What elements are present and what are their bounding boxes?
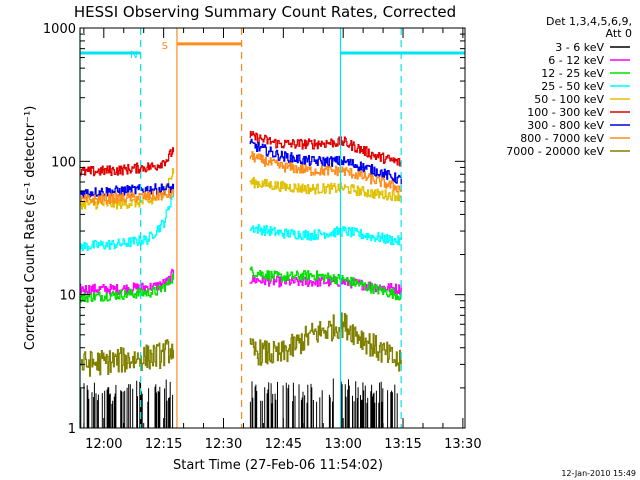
x-tick-label: 13:00 [324,437,361,452]
x-tick-label: 12:30 [205,437,242,452]
x-tick-label: 12:45 [265,437,302,452]
x-tick-label: 12:15 [145,437,182,452]
legend-label-300-800-kev: 300 - 800 keV [527,119,604,132]
instrument-flags: NS [80,41,465,61]
x-axis-title: Start Time (27-Feb-06 11:54:02) [173,458,383,473]
series-3-6-kev-segment-1 [80,379,174,428]
y-axis-title: Corrected Count Rate (s⁻¹ detector⁻¹) [23,106,38,351]
series-25-50-kev-segment-1 [80,187,175,252]
y-axis: 1 10 100 1000 [43,22,465,437]
x-tick-label: 13:15 [384,437,421,452]
legend-label-6-12-kev: 6 - 12 keV [548,54,604,67]
series-800-7000-kev-segment-1 [80,188,175,205]
series-50-100-kev-segment-2 [249,176,402,202]
series-7000-20000-kev-segment-1 [80,339,175,377]
x-tick-label: 12:00 [85,437,122,452]
series-6-12-kev-segment-1 [80,268,175,295]
legend-label-12-25-kev: 12 - 25 keV [541,67,604,80]
legend-label-50-100-kev: 50 - 100 keV [534,93,604,106]
timestamp: 12-Jan-2010 15:49 [561,469,636,478]
flag-s-label: S [162,41,168,52]
legend-title: Det 1,3,4,5,6,9, [546,15,632,28]
series-6-12-kev-segment-2 [249,274,402,295]
series-800-7000-kev-segment-2 [249,151,402,193]
flag-n-label: N [130,50,137,61]
chart-title: HESSI Observing Summary Count Rates, Cor… [74,3,456,21]
x-axis: 12:00 12:15 12:30 12:45 13:00 13:15 13:30 [83,28,482,452]
plot-frame [79,27,466,429]
series-3-6-kev-segment-2 [249,378,398,428]
series-300-800-kev-segment-2 [249,138,402,185]
y-tick-label: 10 [59,289,76,304]
series-25-50-kev-segment-2 [249,224,402,246]
x-tick-label: 13:30 [444,437,481,452]
y-tick-label: 100 [51,155,76,170]
legend-label-7000-20000-kev: 7000 - 20000 keV [506,145,604,158]
legend-label-100-300-kev: 100 - 300 keV [527,106,604,119]
series-lines [80,130,402,428]
series-12-25-kev-segment-2 [249,266,402,301]
series-12-25-kev-segment-1 [80,273,175,303]
legend-label-25-50-kev: 25 - 50 keV [541,80,604,93]
legend-label-3-6-kev: 3 - 6 keV [555,41,604,54]
y-tick-label: 1 [68,422,76,437]
y-tick-label: 1000 [43,22,76,37]
legend-subtitle: Att 0 [606,27,632,40]
series-100-300-kev-segment-2 [249,130,402,167]
legend-label-800-7000-kev: 800 - 7000 keV [520,132,604,145]
series-100-300-kev-segment-1 [80,147,175,177]
series-7000-20000-kev-segment-2 [249,312,402,372]
